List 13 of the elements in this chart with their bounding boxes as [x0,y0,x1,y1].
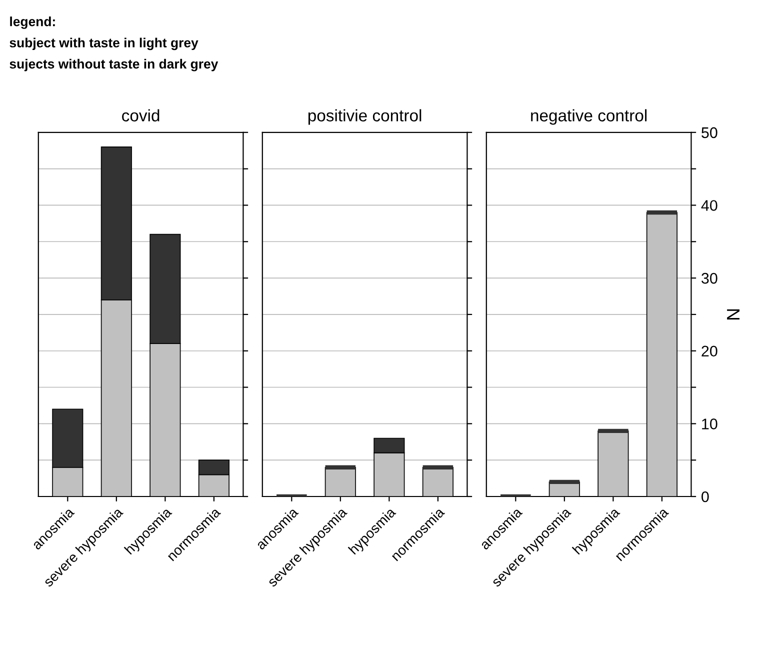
text: legend: [10,16,55,29]
y-tick-label: 50 [702,127,718,138]
text: subject with taste in light grey [10,38,198,50]
y-tick-label: 40 [701,200,718,211]
chart-title: covid [122,109,160,122]
y-tick-label: 30 [702,272,718,284]
y-tick-label: 0 [702,491,709,502]
y-tick-label: 20 [702,346,718,357]
y-tick-label: 10 [702,418,718,430]
y-axis-title: N [727,309,740,320]
chart-title: negative control [531,109,647,125]
text: sujects without taste in dark grey [10,58,218,72]
chart-title: positivie control [308,109,422,125]
